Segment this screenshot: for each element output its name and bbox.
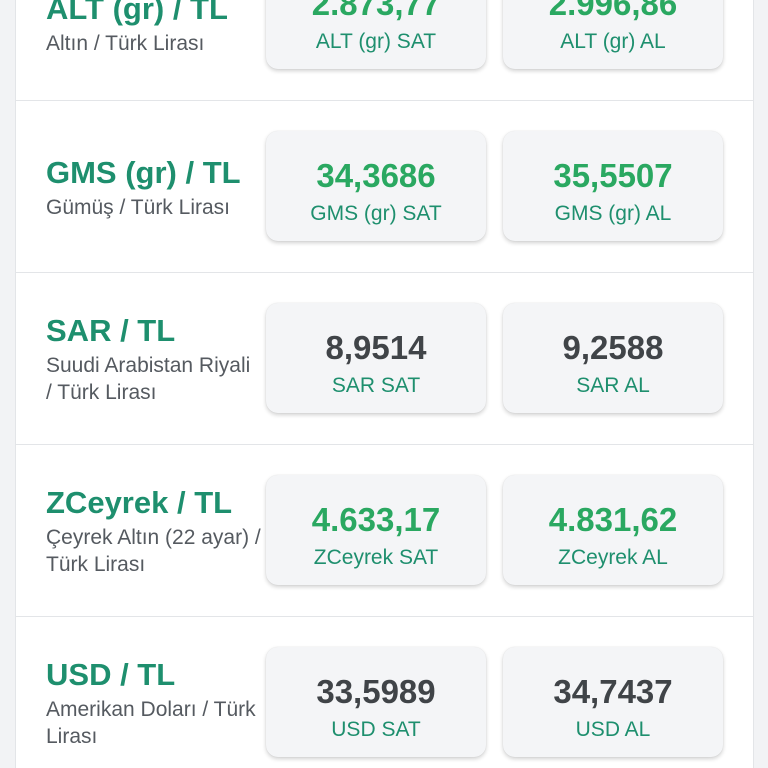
rate-info: ZCeyrek / TL Çeyrek Altın (22 ayar) / Tü…	[46, 485, 261, 578]
rate-row-sar[interactable]: SAR / TL Suudi Arabistan Riyali / Türk L…	[16, 273, 753, 445]
rates-list: ALT (gr) / TL Altın / Türk Lirası 2.873,…	[15, 0, 754, 768]
pair-description: Gümüş / Türk Lirası	[46, 196, 230, 219]
buy-quote-card[interactable]: 34,7437 USD AL	[503, 647, 723, 757]
buy-quote-card[interactable]: 35,5507 GMS (gr) AL	[503, 131, 723, 241]
sell-value: 34,3686	[316, 157, 436, 194]
sell-value: 4.633,17	[311, 501, 441, 538]
sell-label: USD SAT	[331, 718, 421, 741]
rate-info: ALT (gr) / TL Altın / Türk Lirası	[46, 0, 261, 57]
buy-value: 2.996,86	[548, 0, 678, 22]
buy-label: SAR AL	[576, 374, 650, 397]
sell-label: SAR SAT	[331, 374, 421, 397]
sell-label: ZCeyrek SAT	[313, 546, 439, 569]
rate-row-gms[interactable]: GMS (gr) / TL Gümüş / Türk Lirası 34,368…	[16, 101, 753, 273]
buy-value: 9,2588	[562, 329, 664, 366]
sell-quote-card[interactable]: 33,5989 USD SAT	[266, 647, 486, 757]
pair-title: SAR / TL	[46, 313, 176, 348]
sell-value: 8,9514	[325, 329, 427, 366]
rate-info: USD / TL Amerikan Doları / Türk Lirası	[46, 657, 261, 750]
buy-quote-card[interactable]: 2.996,86 ALT (gr) AL	[503, 0, 723, 69]
sell-quote-card[interactable]: 2.873,77 ALT (gr) SAT	[266, 0, 486, 69]
pair-title: USD / TL	[46, 657, 176, 692]
rate-info: GMS (gr) / TL Gümüş / Türk Lirası	[46, 155, 261, 221]
buy-label: GMS (gr) AL	[554, 202, 672, 225]
pair-description: Amerikan Doları / Türk Lirası	[46, 698, 256, 748]
buy-quote-card[interactable]: 4.831,62 ZCeyrek AL	[503, 475, 723, 585]
sell-label: ALT (gr) SAT	[315, 30, 437, 53]
sell-quote-card[interactable]: 34,3686 GMS (gr) SAT	[266, 131, 486, 241]
pair-title: GMS (gr) / TL	[46, 155, 241, 190]
rate-row-zceyrek[interactable]: ZCeyrek / TL Çeyrek Altın (22 ayar) / Tü…	[16, 445, 753, 617]
pair-description: Çeyrek Altın (22 ayar) / Türk Lirası	[46, 526, 261, 576]
sell-value: 33,5989	[316, 673, 436, 710]
buy-value: 34,7437	[553, 673, 673, 710]
sell-quote-card[interactable]: 8,9514 SAR SAT	[266, 303, 486, 413]
buy-label: ZCeyrek AL	[558, 546, 668, 569]
rate-row-usd[interactable]: USD / TL Amerikan Doları / Türk Lirası 3…	[16, 617, 753, 768]
sell-value: 2.873,77	[311, 0, 441, 22]
pair-title: ALT (gr) / TL	[46, 0, 228, 26]
buy-label: USD AL	[575, 718, 651, 741]
buy-quote-card[interactable]: 9,2588 SAR AL	[503, 303, 723, 413]
sell-label: GMS (gr) SAT	[310, 202, 442, 225]
sell-quote-card[interactable]: 4.633,17 ZCeyrek SAT	[266, 475, 486, 585]
pair-description: Suudi Arabistan Riyali / Türk Lirası	[46, 354, 251, 404]
pair-title: ZCeyrek / TL	[46, 485, 233, 520]
buy-label: ALT (gr) AL	[560, 30, 666, 53]
buy-value: 35,5507	[553, 157, 673, 194]
pair-description: Altın / Türk Lirası	[46, 32, 205, 55]
buy-value: 4.831,62	[548, 501, 678, 538]
rate-row-alt[interactable]: ALT (gr) / TL Altın / Türk Lirası 2.873,…	[16, 0, 753, 101]
rate-info: SAR / TL Suudi Arabistan Riyali / Türk L…	[46, 313, 261, 406]
